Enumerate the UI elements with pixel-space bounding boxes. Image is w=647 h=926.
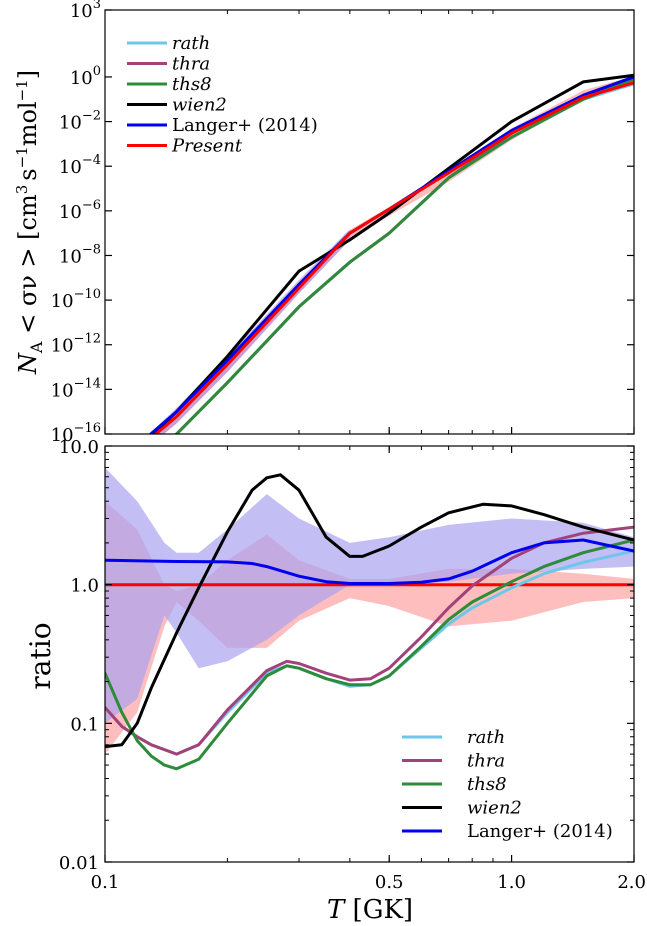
top-y-tick-label: 103 xyxy=(70,0,101,22)
top-bands xyxy=(149,76,634,434)
top-lines xyxy=(148,73,634,434)
top-y-tick-label: 10−2 xyxy=(59,109,101,134)
bottom-series-line-4 xyxy=(105,473,634,749)
top-legend-label: thra xyxy=(172,54,210,75)
top-y-tick-label: 10−8 xyxy=(59,242,101,267)
bottom-y-tick-label: 0.1 xyxy=(70,714,99,735)
bottom-ticks: 0.1 0.5 1.0 2.00.010.11.010.0 xyxy=(59,437,646,893)
bottom-series-line-2 xyxy=(105,525,634,756)
bottom-y-tick-label: 10.0 xyxy=(59,437,99,458)
top-y-tick-label: 10−10 xyxy=(51,287,101,312)
bottom-legend-label: thra xyxy=(467,751,505,772)
bottom-lines xyxy=(105,473,634,771)
top-y-axis-title: NA < σν > [cm3s−1mol−1] xyxy=(13,70,46,375)
top-uncertainty-band-1 xyxy=(149,229,350,434)
bottom-axes-frame xyxy=(104,445,635,863)
bottom-x-tick-label: 1.0 xyxy=(497,872,526,893)
top-legend-label: Langer+ (2014) xyxy=(172,115,318,136)
bottom-x-tick-label: 0.1 xyxy=(91,872,120,893)
bottom-y-tick-label: 1.0 xyxy=(70,576,99,597)
top-y-tick-label: 10−6 xyxy=(59,198,101,223)
bottom-x-tick-label: 0.5 xyxy=(375,872,404,893)
top-y-tick-label: 10−14 xyxy=(51,376,101,401)
top-series-line-5 xyxy=(153,81,634,434)
bottom-series-line-3 xyxy=(105,538,634,771)
bottom-legend-label: Langer+ (2014) xyxy=(467,821,613,842)
bottom-y-tick-label: 0.01 xyxy=(59,853,99,874)
top-axes-frame xyxy=(104,9,635,435)
top-panel: 10−16 10−14 10−12 10−10 10−8 10−6 10−4 10−2 100 1… xyxy=(51,0,635,446)
top-legend-label: rath xyxy=(172,33,210,54)
bottom-series-line-5 xyxy=(105,538,634,585)
top-legend-label: ths8 xyxy=(172,74,212,95)
bottom-legend-label: rath xyxy=(467,727,505,748)
top-legend-label: wien2 xyxy=(172,95,227,116)
bottom-bands xyxy=(105,467,634,755)
top-y-tick-label: 10−12 xyxy=(51,332,101,357)
bottom-legend-label: ths8 xyxy=(467,774,507,795)
top-legend-label: Present xyxy=(171,136,243,157)
top-y-tick-label: 100 xyxy=(70,64,101,89)
bottom-uncertainty-band-1 xyxy=(105,467,634,724)
top-series-line-2 xyxy=(173,77,634,434)
top-ticks: 10−16 10−14 10−12 10−10 10−8 10−6 10−4 10−2 100 1… xyxy=(51,0,635,446)
bottom-y-axis-title: ratio xyxy=(24,622,57,689)
bottom-x-tick-label: 2.0 xyxy=(617,872,646,893)
top-y-tick-label: 10−16 xyxy=(51,421,101,446)
top-y-tick-label: 10−4 xyxy=(59,153,101,178)
bottom-panel: 0.1 0.5 1.0 2.00.010.11.010.0 raththraths8w… xyxy=(59,437,646,893)
bottom-x-axis-title: T [GK] xyxy=(327,895,413,925)
bottom-legend-label: wien2 xyxy=(467,798,522,819)
